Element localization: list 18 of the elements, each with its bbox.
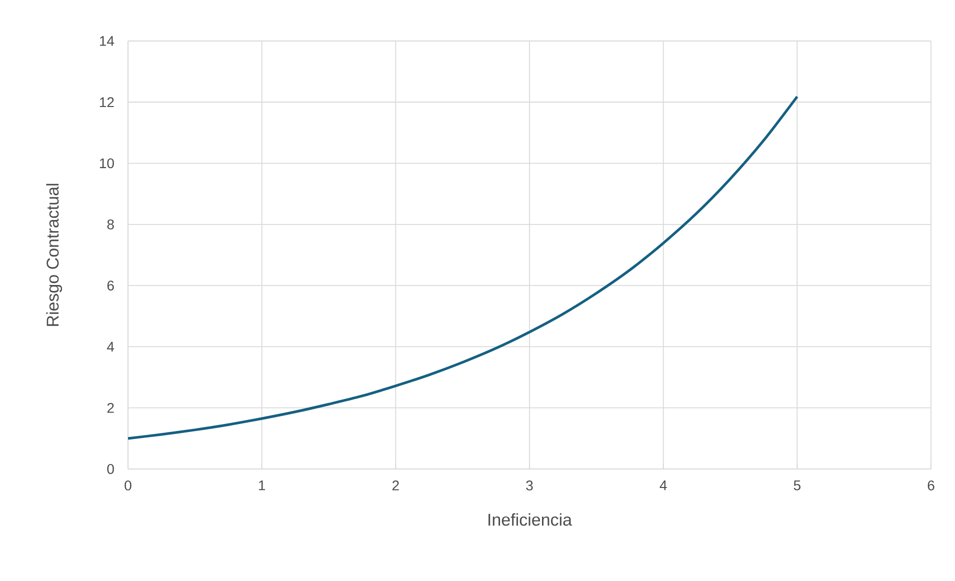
x-axis-title: Ineficiencia [488,513,572,526]
y-tick-label: 2 [107,402,114,413]
y-tick-label: 6 [107,280,114,291]
x-tick-label: 3 [526,480,533,490]
x-tick-label: 6 [928,480,934,490]
y-tick-label: 12 [100,97,114,108]
x-tick-label: 1 [259,480,266,490]
x-tick-label: 2 [392,480,399,490]
y-tick-label: 14 [100,36,114,46]
y-tick-label: 10 [100,158,114,168]
x-tick-label: 5 [794,480,800,490]
y-tick-label: 8 [107,219,114,230]
y-tick-label: 4 [107,342,114,352]
y-tick-label: 0 [107,464,114,474]
x-tick-label: 0 [124,480,132,490]
x-tick-label: 4 [660,480,667,490]
y-axis-title: Riesgo Contractual [46,184,62,326]
line-series [128,95,798,440]
